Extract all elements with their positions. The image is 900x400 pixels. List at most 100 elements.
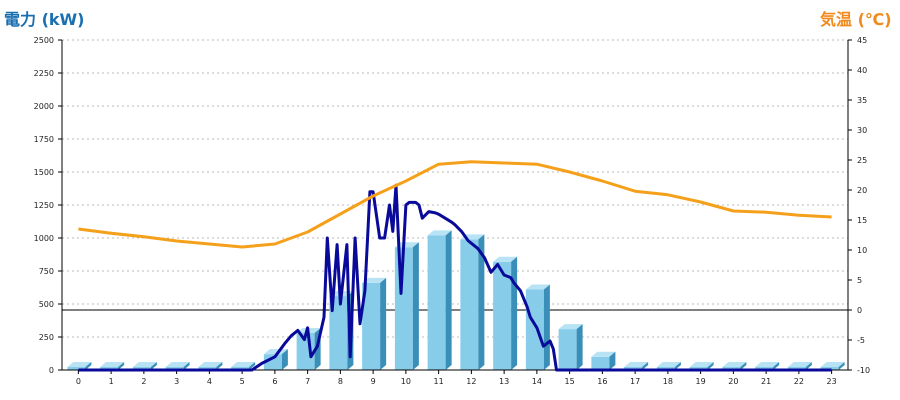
bar-side [511,256,518,370]
x-tick-label: 9 [371,377,376,386]
bar-front [460,239,479,370]
bar-side [150,362,157,370]
bar-top [132,362,157,367]
bar-side [609,351,616,370]
right-tick-label: -5 [857,336,865,345]
bar-top [689,362,714,367]
bar-front [493,261,512,370]
bar-front [329,296,348,370]
bar-side [773,362,780,370]
bar-top [525,284,550,290]
bar-side [249,362,256,370]
x-tick-label: 22 [794,377,804,386]
bar-top [394,242,419,248]
x-tick-label: 13 [499,377,509,386]
bar-top [263,349,288,355]
x-tick-label: 23 [827,377,837,386]
bar-side [674,362,681,370]
left-tick-label: 1500 [34,168,54,177]
bar-side [412,242,419,370]
x-tick-label: 18 [663,377,673,386]
bar-top [820,362,845,367]
bar-top [427,230,452,236]
x-tick-label: 4 [207,377,212,386]
bar-top [198,362,223,367]
bar-top [67,362,92,367]
right-tick-label: 40 [857,66,867,75]
bar-front [362,282,381,370]
x-tick-label: 2 [141,377,146,386]
bar-side [543,284,550,370]
x-tick-label: 20 [728,377,738,386]
bar-side [380,277,387,370]
right-tick-label: 15 [857,216,867,225]
x-tick-label: 6 [272,377,277,386]
left-tick-label: 250 [39,333,54,342]
bar-top [100,362,125,367]
bar-top [493,256,518,262]
bar-side [281,349,288,370]
power-line [78,183,832,372]
right-tick-label: 45 [857,36,867,45]
bar-top [755,362,780,367]
bar-front [263,354,282,370]
bar-top [231,362,256,367]
left-tick-label: 0 [49,366,54,375]
x-tick-label: 16 [597,377,607,386]
bar-side [85,362,92,370]
x-tick-label: 14 [532,377,542,386]
left-tick-label: 1250 [34,201,54,210]
x-tick-label: 15 [565,377,575,386]
right-tick-label: 35 [857,96,867,105]
bar-side [216,362,223,370]
bar-side [445,230,452,370]
right-tick-label: 0 [857,306,862,315]
bar-top [722,362,747,367]
left-tick-label: 1000 [34,234,54,243]
right-tick-label: 20 [857,186,867,195]
right-axis-title: 気温 (℃) [820,10,892,29]
temperature-line [78,160,832,249]
bar-top [591,351,616,357]
x-tick-label: 19 [696,377,706,386]
x-tick-label: 21 [761,377,771,386]
x-tick-label: 1 [109,377,114,386]
x-tick-label: 17 [630,377,640,386]
right-tick-label: 30 [857,126,867,135]
left-tick-label: 2500 [34,36,54,45]
x-tick-label: 0 [76,377,81,386]
x-tick-label: 12 [466,377,476,386]
bar-side [805,362,812,370]
bar-front [67,367,86,370]
x-tick-label: 8 [338,377,343,386]
bar-front [427,235,446,370]
left-tick-label: 1750 [34,135,54,144]
left-axis-title: 電力 (kW) [4,10,85,29]
left-tick-label: 2000 [34,102,54,111]
bar-side [838,362,845,370]
x-tick-label: 10 [401,377,411,386]
bar-top [624,362,649,367]
x-tick-label: 7 [305,377,310,386]
x-tick-label: 5 [240,377,245,386]
x-tick-label: 3 [174,377,179,386]
bar-side [183,362,190,370]
left-tick-label: 750 [39,267,54,276]
left-tick-label: 2250 [34,69,54,78]
bar-top [558,324,583,330]
bar-top [656,362,681,367]
right-tick-label: 25 [857,156,867,165]
bar-front [525,289,544,370]
bar-side [740,362,747,370]
bar-side [642,362,649,370]
bar-front [558,329,577,370]
bar-side [707,362,714,370]
bar-front [591,356,610,370]
right-tick-label: 10 [857,246,867,255]
x-tick-label: 11 [434,377,444,386]
bar-side [478,234,485,370]
bar-top [165,362,190,367]
bar-side [118,362,125,370]
bar-side [576,324,583,370]
